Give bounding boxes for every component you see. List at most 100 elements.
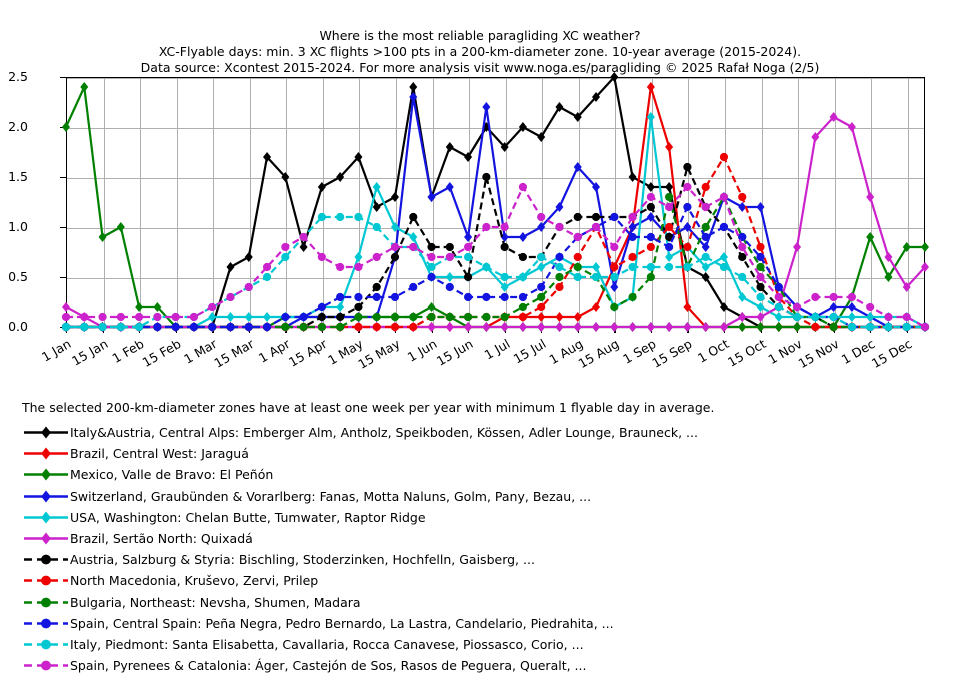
y-tick-mark	[60, 77, 66, 79]
legend-item[interactable]: North Macedonia, Kruševo, Zervi, Prilep	[22, 570, 952, 591]
legend-item[interactable]: Italy, Piedmont: Santa Elisabetta, Caval…	[22, 634, 952, 655]
circle-marker	[299, 232, 308, 242]
diamond-marker	[500, 232, 509, 242]
circle-marker	[226, 292, 235, 302]
legend-label: Bulgaria, Northeast: Nevsha, Shumen, Mad…	[70, 594, 361, 610]
diamond-marker	[738, 322, 747, 332]
circle-marker	[665, 222, 674, 232]
legend-item[interactable]: Bulgaria, Northeast: Nevsha, Shumen, Mad…	[22, 592, 952, 613]
circle-marker	[354, 212, 363, 222]
circle-marker	[555, 252, 564, 262]
circle-marker	[756, 282, 765, 292]
legend-item[interactable]: Switzerland, Graubünden & Vorarlberg: Fa…	[22, 486, 952, 507]
diamond-marker	[555, 102, 564, 112]
diamond-marker	[573, 112, 582, 122]
circle-marker	[683, 242, 692, 252]
diamond-marker	[646, 82, 655, 92]
gridline-vertical	[103, 78, 105, 326]
diamond-marker	[80, 82, 89, 92]
data-series	[61, 202, 930, 332]
diamond-marker	[811, 132, 820, 142]
diamond-marker	[646, 112, 655, 122]
legend-item[interactable]: Spain, Central Spain: Peña Negra, Pedro …	[22, 613, 952, 634]
legend-item[interactable]: Brazil, Sertão North: Quixadá	[22, 528, 952, 549]
circle-marker	[189, 322, 199, 332]
circle-marker	[829, 292, 838, 302]
diamond-marker	[41, 511, 51, 524]
circle-marker	[866, 322, 875, 332]
circle-marker	[902, 322, 911, 332]
circle-marker	[390, 312, 400, 322]
legend-item[interactable]: Mexico, Valle de Bravo: El Peñón	[22, 464, 952, 485]
circle-marker	[409, 322, 418, 332]
circle-marker	[336, 212, 345, 222]
circle-marker	[390, 292, 400, 302]
diamond-marker	[902, 242, 911, 252]
diamond-marker	[98, 232, 107, 242]
circle-marker	[41, 597, 51, 608]
circle-marker	[683, 182, 692, 192]
circle-marker	[463, 252, 473, 262]
diamond-marker	[41, 490, 51, 503]
y-tick-label: 1.5	[8, 169, 28, 184]
circle-marker	[299, 322, 308, 332]
circle-marker	[482, 312, 491, 322]
circle-marker	[628, 262, 637, 272]
circle-marker	[738, 192, 747, 202]
circle-marker	[281, 252, 290, 262]
circle-marker	[610, 242, 619, 252]
circle-marker	[646, 232, 655, 242]
diamond-marker	[62, 302, 70, 312]
diamond-marker	[41, 426, 51, 439]
gridline-vertical	[688, 78, 690, 326]
circle-marker	[701, 232, 710, 242]
diamond-marker	[41, 532, 51, 545]
circle-marker	[665, 202, 674, 212]
diamond-marker	[847, 312, 856, 322]
circle-marker	[354, 302, 363, 312]
circle-marker	[646, 242, 655, 252]
circle-marker	[482, 222, 491, 232]
circle-marker	[628, 232, 637, 242]
circle-marker	[153, 322, 162, 332]
diamond-marker	[665, 322, 674, 332]
legend-item[interactable]: Austria, Salzburg & Styria: Bischling, S…	[22, 549, 952, 570]
series-line	[66, 85, 925, 329]
gridline-vertical	[176, 78, 178, 326]
circle-marker	[738, 232, 747, 242]
circle-marker	[756, 292, 765, 302]
chart-legend: Italy&Austria, Central Alps: Emberger Al…	[22, 422, 952, 676]
circle-marker	[500, 292, 509, 302]
legend-label: Italy, Piedmont: Santa Elisabetta, Caval…	[70, 636, 584, 652]
data-series	[62, 72, 929, 332]
legend-item[interactable]: Spain, Pyrenees & Catalonia: Áger, Caste…	[22, 655, 952, 676]
diamond-marker	[372, 182, 381, 192]
diamond-marker	[135, 302, 144, 312]
diamond-marker	[738, 202, 747, 212]
diamond-marker	[445, 322, 454, 332]
circle-marker	[701, 222, 710, 232]
diamond-marker	[336, 172, 345, 182]
diamond-marker	[482, 102, 491, 112]
circle-marker	[500, 222, 509, 232]
circle-marker	[262, 272, 272, 282]
gridline-vertical	[542, 78, 544, 326]
diamond-marker	[701, 272, 710, 282]
circle-marker	[573, 262, 582, 272]
legend-item[interactable]: Italy&Austria, Central Alps: Emberger Al…	[22, 422, 952, 443]
legend-item[interactable]: USA, Washington: Chelan Butte, Tumwater,…	[22, 507, 952, 528]
legend-label: Switzerland, Graubünden & Vorarlberg: Fa…	[70, 488, 592, 504]
legend-item[interactable]: Brazil, Central West: Jaraguá	[22, 443, 952, 464]
circle-marker	[226, 322, 235, 332]
circle-marker	[281, 242, 290, 252]
legend-label: North Macedonia, Kruševo, Zervi, Prilep	[70, 573, 319, 589]
circle-marker	[427, 262, 436, 272]
data-series	[62, 82, 929, 332]
circle-marker	[317, 252, 326, 262]
diamond-marker	[866, 192, 875, 202]
circle-marker	[555, 282, 564, 292]
diamond-marker	[41, 447, 51, 460]
diamond-marker	[500, 322, 509, 332]
circle-marker	[372, 222, 381, 232]
diamond-marker	[701, 262, 710, 272]
